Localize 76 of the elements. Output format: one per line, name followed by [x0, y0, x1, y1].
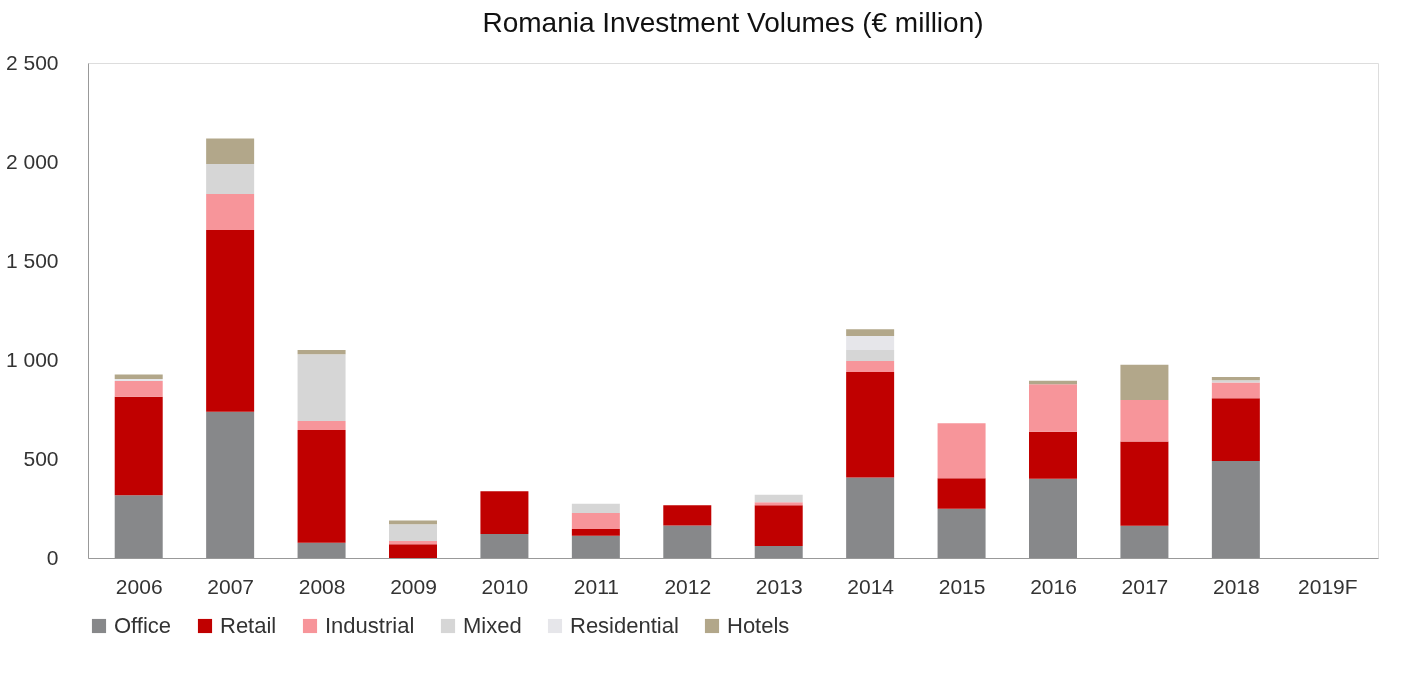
bar: [1120, 400, 1169, 442]
x-tick-label: 2007: [207, 574, 254, 598]
x-tick-label: 2010: [481, 574, 529, 598]
bar: [571, 535, 620, 558]
x-tick-label: 2013: [755, 574, 803, 598]
bar: [846, 360, 895, 372]
legend-label: Retail: [220, 613, 277, 638]
bar: [114, 374, 163, 380]
bar: [480, 534, 529, 558]
bar: [571, 513, 620, 529]
bar: [480, 491, 529, 535]
x-tick-label: 2015: [938, 574, 986, 598]
x-tick-label: 2009: [390, 574, 437, 598]
bar: [389, 540, 437, 545]
bar: [1120, 364, 1169, 400]
x-tick-label: 2006: [115, 574, 163, 598]
bar: [846, 477, 895, 558]
y-tick-label: 500: [23, 446, 59, 470]
legend-label: Hotels: [727, 613, 790, 638]
x-tick-label: 2018: [1213, 574, 1260, 598]
y-tick-label: 0: [46, 545, 59, 569]
bar: [297, 430, 346, 543]
bar: [846, 336, 895, 351]
bar: [297, 542, 346, 558]
bar: [206, 194, 255, 230]
bar: [206, 411, 255, 558]
x-tick-label: 2019F: [1298, 574, 1358, 598]
y-tick-label: 2 500: [5, 50, 59, 74]
legend-label: Mixed: [463, 613, 522, 638]
chart-title: Romania Investment Volumes (€ million): [482, 7, 984, 38]
y-tick-label: 2 000: [5, 149, 59, 173]
bar: [206, 138, 255, 164]
bar: [754, 505, 803, 546]
y-tick-label: 1 500: [5, 248, 59, 272]
bar: [1211, 460, 1260, 558]
legend-label: Industrial: [325, 613, 415, 638]
bar: [1029, 384, 1077, 432]
x-tick-label: 2011: [573, 574, 619, 598]
bar: [754, 545, 803, 558]
bar: [1029, 478, 1077, 558]
x-tick-label: 2014: [847, 574, 895, 598]
bar: [846, 371, 895, 478]
bar: [846, 329, 895, 337]
x-tick-label: 2016: [1030, 574, 1077, 598]
bar: [937, 508, 986, 558]
bar: [1120, 441, 1169, 526]
bar: [297, 354, 346, 421]
bar: [571, 503, 620, 514]
bar: [389, 520, 437, 525]
bar: [571, 528, 620, 536]
bar: [754, 494, 803, 503]
bar: [1120, 525, 1169, 558]
bar: [114, 396, 163, 496]
bar: [1211, 382, 1260, 399]
bar: [663, 505, 712, 526]
bar: [297, 420, 346, 431]
bar: [389, 544, 437, 558]
bar: [297, 350, 346, 355]
bar: [1029, 431, 1077, 479]
bar: [206, 163, 255, 195]
bar: [389, 524, 437, 541]
bar: [206, 229, 255, 412]
bar: [114, 380, 163, 397]
x-tick-label: 2017: [1121, 574, 1169, 598]
bar: [1211, 398, 1260, 461]
bar: [846, 350, 895, 361]
bar: [937, 423, 986, 479]
legend-label: Office: [114, 613, 172, 638]
bar: [114, 495, 163, 558]
x-tick-label: 2012: [664, 574, 712, 598]
y-tick-label: 1 000: [5, 347, 59, 371]
x-tick-label: 2008: [298, 574, 346, 598]
bar: [937, 478, 986, 509]
legend-label: Residential: [570, 613, 679, 638]
bar: [754, 502, 803, 506]
bar: [663, 525, 712, 558]
